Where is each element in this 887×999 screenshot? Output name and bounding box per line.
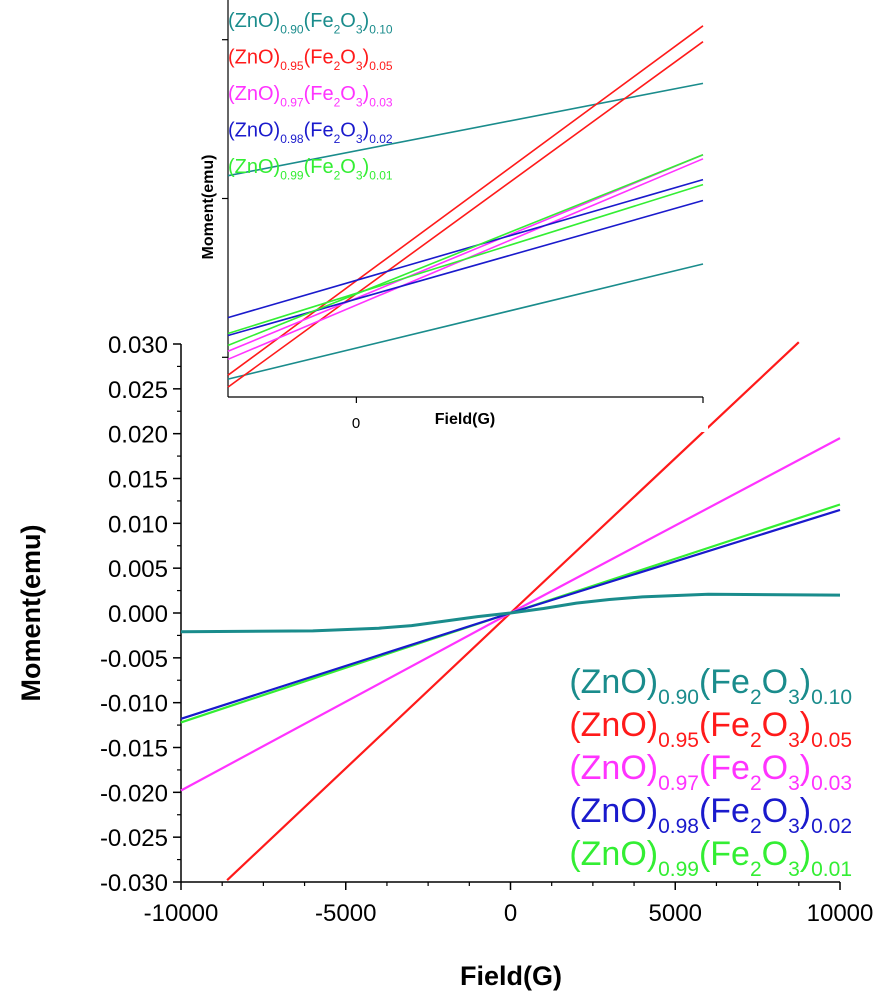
inset-series-line [227,263,704,380]
y-tick-label: -0.030 [100,870,168,897]
x-tick-label: -10000 [144,900,219,927]
y-axis-ticks: 0.030 0.025 0.020 0.015 0.010 0.005 0.000 -0.00… [100,332,181,897]
inset-series-line [227,41,704,388]
inset-background [188,0,708,432]
legend-entry: (ZnO)0.99(Fe2O3)0.01 [569,835,852,881]
y-tick-label: -0.020 [100,780,168,807]
legend-entry: (ZnO)0.95(Fe2O3)0.05 [228,47,393,73]
legend-entry: (ZnO)0.95(Fe2O3)0.05 [569,706,852,752]
x-tick-label: -5000 [315,900,376,927]
legend-entry: (ZnO)0.99(Fe2O3)0.01 [228,156,393,182]
inset-chart: 0 Field(G) Moment(emu) (ZnO)0.90(Fe2O3)0… [188,0,708,432]
y-tick-label: 0.030 [108,332,168,359]
y-tick-label: 0.015 [108,467,168,494]
x-tick-label: 10000 [807,900,874,927]
inset-legend: (ZnO)0.90(Fe2O3)0.10 (ZnO)0.95(Fe2O3)0.05… [228,10,393,182]
inset-series-line [227,25,704,376]
y-tick-label: -0.010 [100,691,168,718]
legend-entry: (ZnO)0.90(Fe2O3)0.10 [569,663,852,709]
y-tick-label: 0.020 [108,422,168,449]
legend-entry: (ZnO)0.97(Fe2O3)0.03 [228,83,393,109]
x-tick-label: 0 [504,900,517,927]
series-line [180,592,841,634]
y-tick-label: -0.025 [100,825,168,852]
inset-x-tick-label: 0 [352,415,360,432]
inset-axis-ticks [222,39,704,403]
y-tick-label: 0.000 [108,601,168,628]
inset-series-line [227,154,704,347]
inset-series-line [227,178,704,319]
legend-entry: (ZnO)0.98(Fe2O3)0.02 [569,792,852,838]
y-tick-label: 0.010 [108,511,168,538]
legend-entry: (ZnO)0.97(Fe2O3)0.03 [569,749,852,795]
x-tick-label: 5000 [649,900,702,927]
inset-y-axis-label: Moment(emu) [200,155,217,260]
y-tick-label: -0.015 [100,736,168,763]
series-lines [180,341,841,882]
legend-entry: (ZnO)0.90(Fe2O3)0.10 [228,10,393,36]
x-axis-ticks: -10000 -5000 0 5000 10000 [144,882,874,927]
inset-series-line [227,183,704,335]
y-tick-label: 0.005 [108,556,168,583]
inset-series-lines [227,25,704,388]
x-axis-label: Field(G) [460,961,562,991]
legend: (ZnO)0.90(Fe2O3)0.10(ZnO)0.95(Fe2O3)0.05… [569,663,852,881]
main-chart: 0.030 0.025 0.020 0.015 0.010 0.005 0.000 -0.00… [16,332,873,991]
inset-x-axis-label: Field(G) [435,411,495,428]
y-tick-label: 0.025 [108,377,168,404]
y-axis-label: Moment(emu) [16,525,46,702]
legend-entry: (ZnO)0.98(Fe2O3)0.02 [228,120,393,146]
inset-series-line [227,154,704,353]
y-tick-label: -0.005 [100,646,168,673]
